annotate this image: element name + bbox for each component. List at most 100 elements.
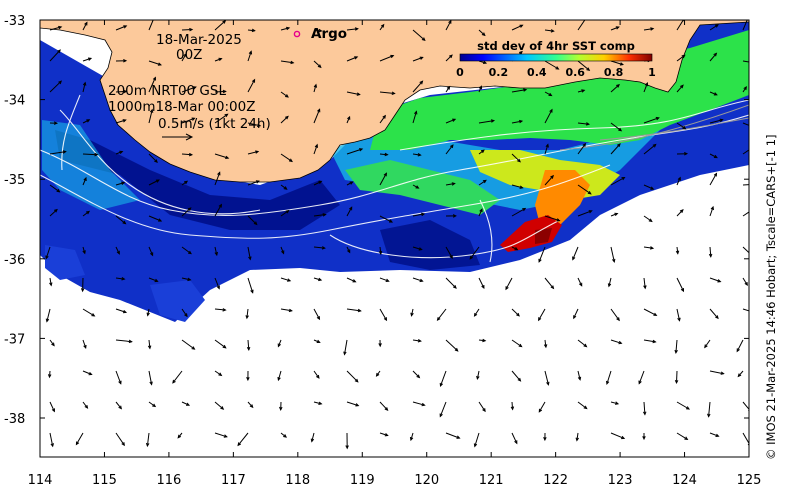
velocity-arrow <box>608 277 612 287</box>
velocity-arrow-head <box>518 119 524 124</box>
velocity-arrow-head <box>586 67 591 72</box>
velocity-arrow-head <box>519 24 524 28</box>
velocity-arrow <box>511 339 522 348</box>
velocity-arrow-head <box>469 255 474 260</box>
depth-label-2: 1000m18-Mar 00:00Z <box>108 99 255 115</box>
velocity-arrow-head <box>245 315 249 320</box>
velocity-arrow <box>440 370 447 387</box>
velocity-arrow-head <box>648 218 653 223</box>
velocity-arrow <box>49 277 52 286</box>
y-tick-label: -37 <box>4 332 25 347</box>
velocity-arrow-head <box>121 276 126 281</box>
velocity-arrow <box>709 173 717 186</box>
velocity-arrow <box>572 246 579 260</box>
velocity-arrow <box>148 246 154 256</box>
velocity-arrow-head <box>652 339 657 344</box>
velocity-arrow <box>410 432 414 441</box>
velocity-arrow <box>742 308 749 312</box>
velocity-arrow <box>511 432 518 444</box>
velocity-arrow <box>610 122 622 132</box>
velocity-arrow <box>742 432 749 445</box>
velocity-arrow-head <box>286 26 291 31</box>
velocity-arrow-head <box>417 152 422 157</box>
velocity-arrow-head <box>187 277 192 282</box>
velocity-arrow-head <box>612 258 616 263</box>
velocity-arrow <box>577 60 590 71</box>
velocity-arrow-head <box>157 62 162 66</box>
velocity-arrow <box>346 370 359 383</box>
velocity-arrow-head <box>538 408 543 413</box>
velocity-arrow-head <box>585 122 591 126</box>
velocity-arrow <box>676 277 684 292</box>
velocity-arrow <box>115 90 127 93</box>
velocity-arrow <box>344 339 348 355</box>
velocity-arrow <box>379 91 395 94</box>
velocity-arrow <box>214 246 218 256</box>
x-tick-label: 115 <box>92 473 117 488</box>
velocity-arrow <box>474 308 480 317</box>
velocity-arrow-head <box>285 209 290 214</box>
velocity-arrow-head <box>75 441 80 446</box>
velocity-arrow <box>247 401 254 408</box>
velocity-arrow-head <box>523 88 528 92</box>
velocity-arrow <box>280 184 287 190</box>
sst-patch-east <box>725 140 745 165</box>
velocity-arrow <box>708 401 711 417</box>
velocity-arrow <box>676 209 684 217</box>
sst-swath-darkred <box>535 228 552 244</box>
velocity-arrow-head <box>251 78 256 83</box>
velocity-arrow-head <box>222 89 227 94</box>
velocity-arrow <box>511 24 523 31</box>
velocity-arrow-head <box>517 158 521 163</box>
velocity-arrow <box>577 401 587 409</box>
velocity-arrow <box>709 91 717 96</box>
velocity-arrow-head <box>482 408 486 413</box>
velocity-arrow <box>172 370 183 384</box>
velocity-arrow-head <box>614 401 620 405</box>
velocity-arrow-head <box>187 207 192 211</box>
velocity-arrow-head <box>155 179 160 183</box>
velocity-arrow <box>474 432 480 447</box>
velocity-arrow-head <box>237 442 242 447</box>
velocity-arrow-head <box>418 247 423 251</box>
velocity-arrow <box>247 246 251 260</box>
velocity-arrow-head <box>737 373 742 378</box>
velocity-arrow <box>606 370 612 385</box>
velocity-arrow-head <box>177 434 182 439</box>
velocity-arrow <box>313 277 322 281</box>
velocity-arrow-head <box>86 210 91 215</box>
velocity-arrow <box>82 211 90 217</box>
velocity-arrow-head <box>753 207 756 210</box>
velocity-arrow <box>148 179 160 186</box>
velocity-arrow-head <box>51 408 55 413</box>
y-tick-label: -38 <box>4 412 25 427</box>
velocity-arrow-head <box>149 252 154 257</box>
velocity-arrow-head <box>284 115 289 120</box>
velocity-arrow-head <box>84 404 89 409</box>
velocity-arrow <box>247 339 250 350</box>
velocity-arrow-head <box>751 255 754 258</box>
y-tick-label: -34 <box>4 94 25 109</box>
velocity-arrow <box>643 144 657 155</box>
velocity-arrow <box>247 151 259 155</box>
velocity-arrow <box>676 308 680 321</box>
velocity-arrow-head <box>550 29 555 33</box>
velocity-arrow-head <box>118 380 122 385</box>
velocity-arrow-head <box>316 316 321 321</box>
velocity-arrow <box>742 277 748 286</box>
velocity-arrow <box>445 54 453 62</box>
velocity-arrow-head <box>222 20 227 24</box>
colorbar-tick-label: 0.6 <box>565 66 585 79</box>
velocity-arrow-head <box>184 180 189 185</box>
velocity-arrow-head <box>388 219 394 223</box>
velocity-arrow-head <box>224 113 229 118</box>
velocity-arrow <box>115 246 120 255</box>
velocity-arrow-head <box>281 250 285 255</box>
velocity-arrow <box>313 84 317 93</box>
velocity-arrow-head <box>343 351 347 356</box>
x-tick-label: 116 <box>156 473 181 488</box>
velocity-arrow-head <box>410 312 414 317</box>
velocity-arrow-head <box>84 21 88 26</box>
velocity-arrow <box>49 80 62 93</box>
velocity-arrow-head <box>653 312 658 316</box>
